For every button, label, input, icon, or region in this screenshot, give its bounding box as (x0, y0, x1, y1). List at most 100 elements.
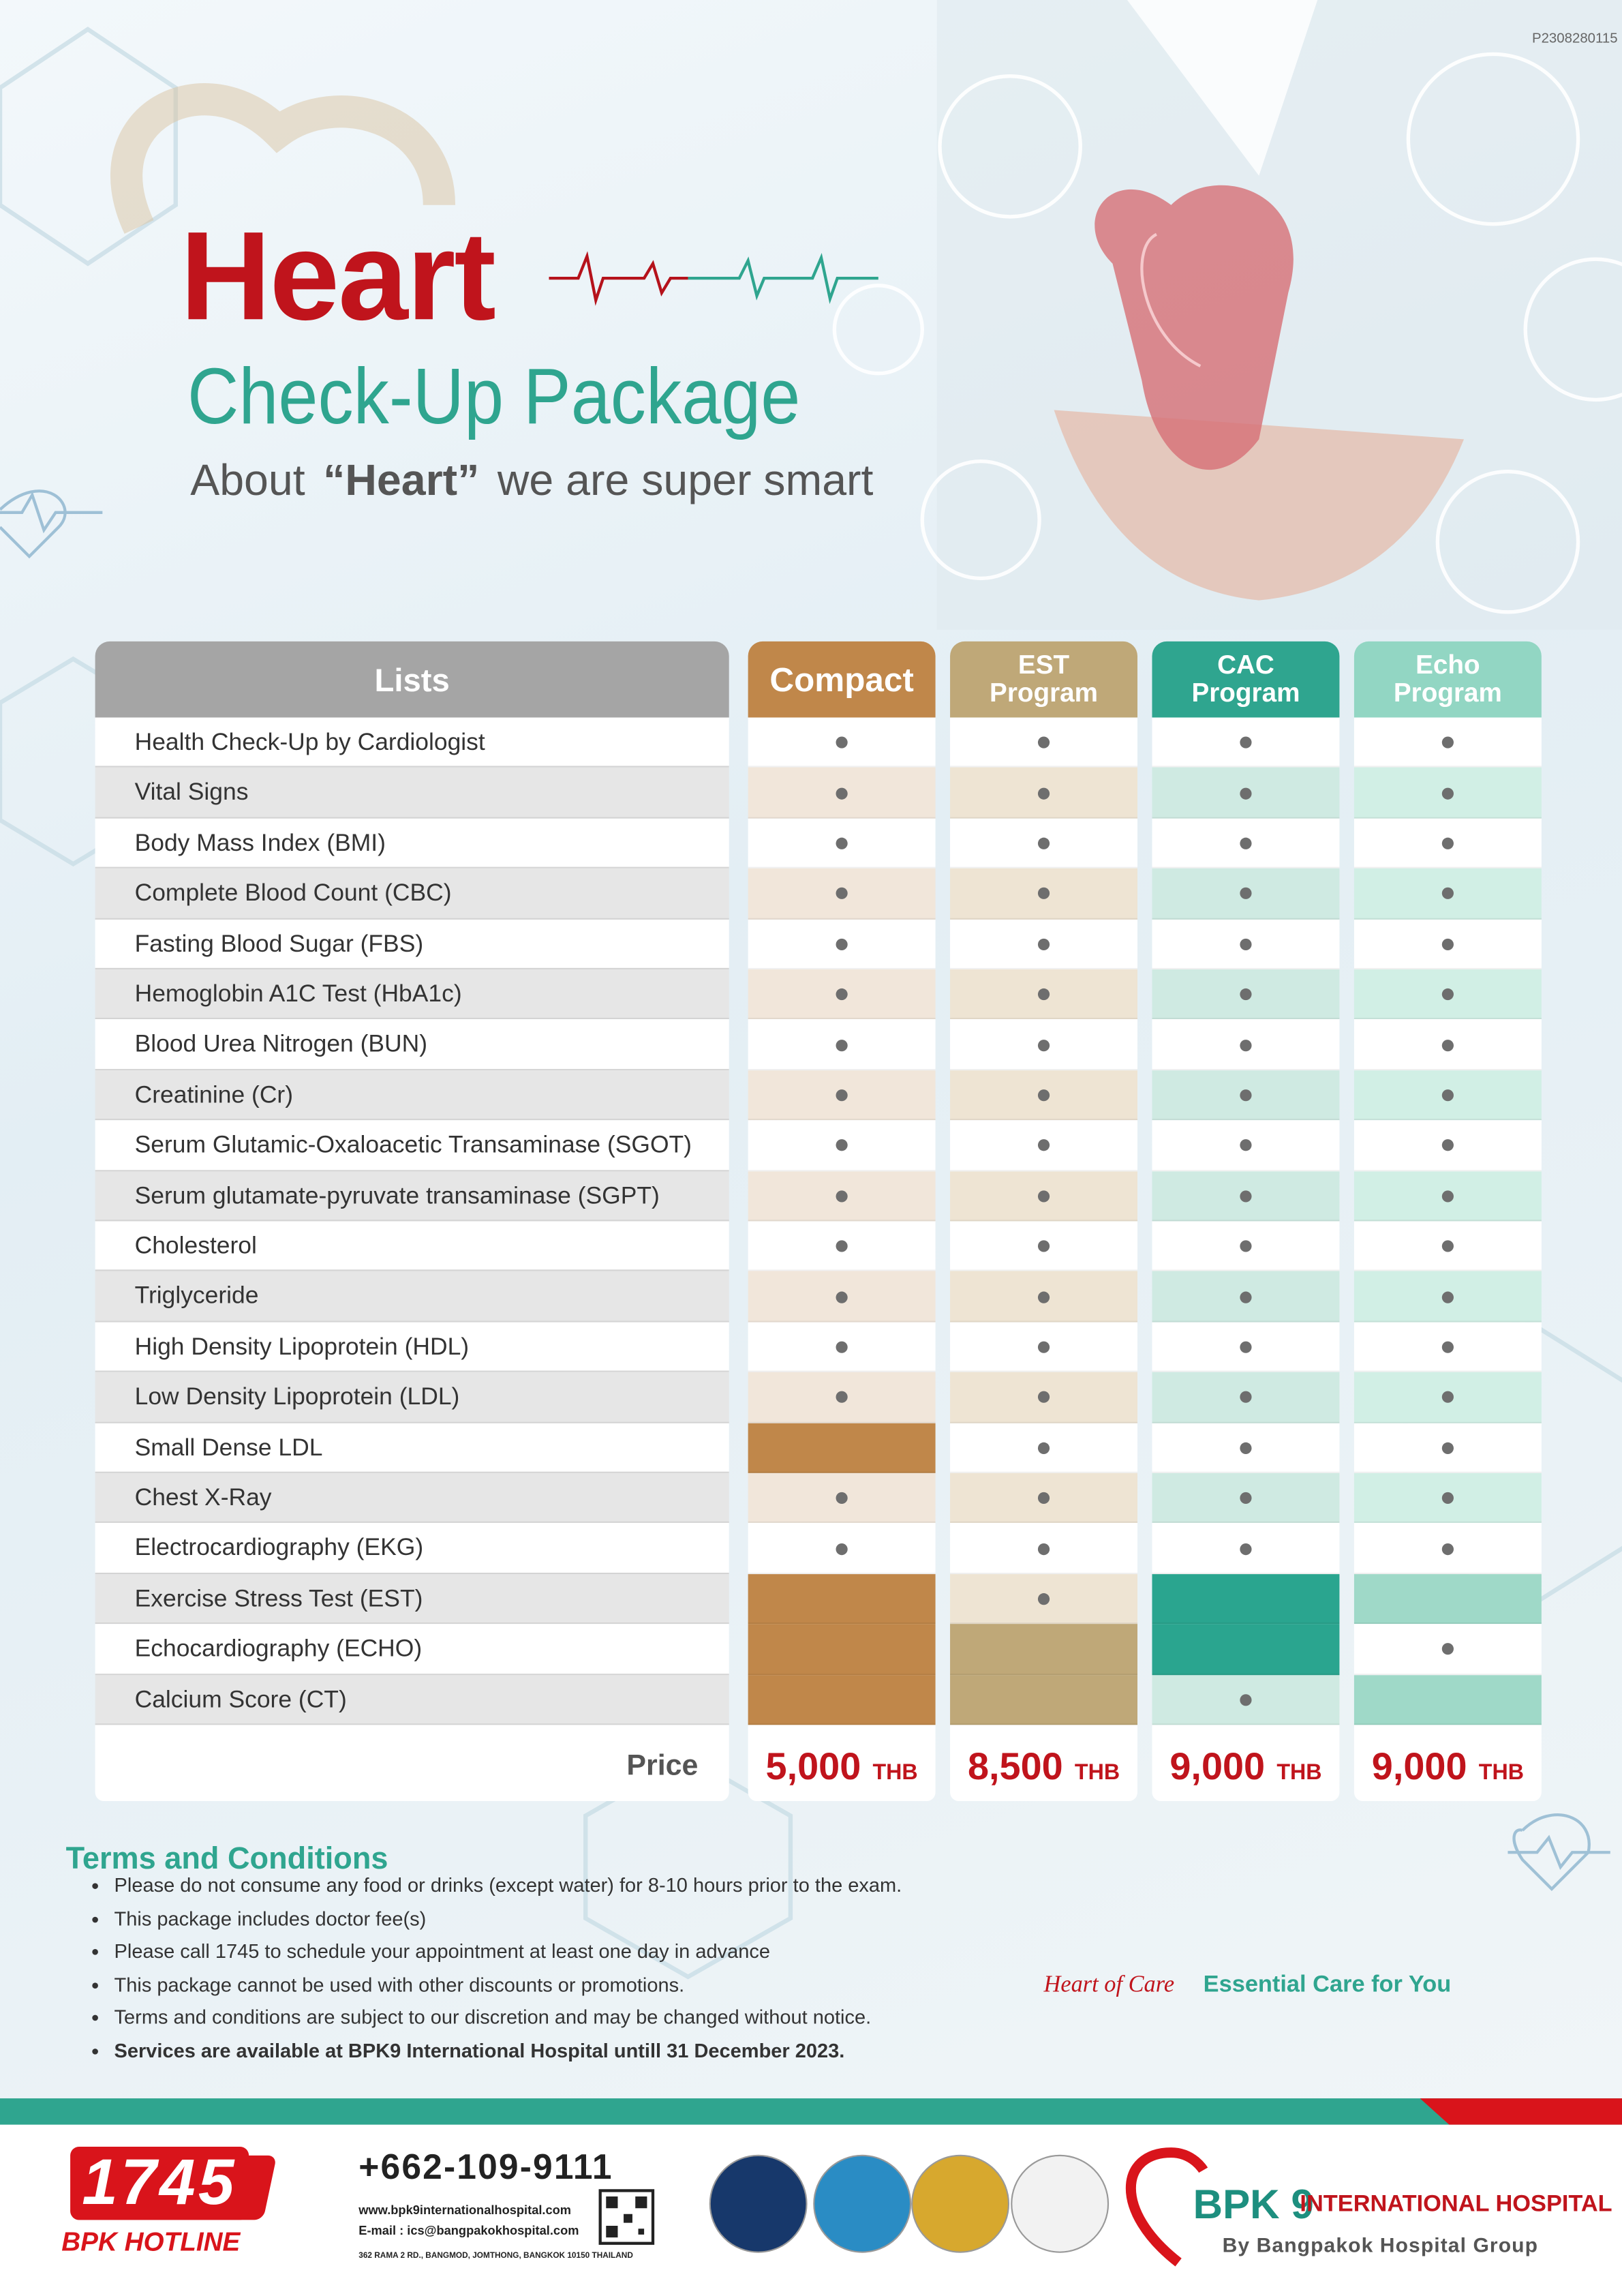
included-dot (1037, 1391, 1050, 1404)
slogan-text: Essential Care for You (1203, 1972, 1452, 1997)
list-cell (95, 717, 729, 768)
package-cell (748, 1422, 936, 1473)
included-dot (1441, 1543, 1454, 1555)
package-cell (950, 1170, 1138, 1222)
hospital-mark: BPK 9 (1193, 2181, 1314, 2228)
list-item: Vital Signs (134, 779, 249, 806)
address: 362 RAMA 2 RD., BANGMOD, JOMTHONG, BANGK… (358, 2252, 633, 2261)
price-amount: 5,000 (765, 1744, 861, 1788)
included-dot (836, 938, 848, 950)
hospital-name: INTERNATIONAL HOSPITAL (1300, 2192, 1612, 2218)
package-cell (1353, 969, 1542, 1020)
included-dot (1441, 1643, 1454, 1656)
included-dot (1441, 1442, 1454, 1454)
list-item: Serum Glutamic-Oxaloacetic Transaminase … (134, 1132, 692, 1159)
list-item: Exercise Stress Test (EST) (134, 1585, 423, 1612)
package-cell (1353, 1624, 1542, 1675)
tagline-part: we are super smart (497, 457, 874, 506)
package-cell (748, 1170, 936, 1222)
package-cell (748, 868, 936, 920)
package-cell (1152, 1221, 1340, 1272)
package-cell (1152, 768, 1340, 819)
terms-item: Please do not consume any food or drinks… (114, 1874, 902, 1898)
column-header-text: EST (1017, 650, 1070, 680)
list-cell (95, 969, 729, 1020)
package-cell (1353, 1674, 1542, 1725)
package-cell (950, 1271, 1138, 1323)
list-item: Electrocardiography (EKG) (134, 1535, 424, 1562)
terms-list: Please do not consume any food or drinks… (76, 1874, 902, 2072)
package-cell (950, 1070, 1138, 1121)
included-dot (1441, 736, 1454, 749)
included-dot (836, 787, 848, 799)
terms-item: Please call 1745 to schedule your appoin… (114, 1940, 902, 1964)
included-dot (836, 1240, 848, 1252)
price-amount: 9,000 (1169, 1744, 1266, 1788)
package-cell (1152, 919, 1340, 969)
terms-item: This package includes doctor fee(s) (114, 1907, 902, 1931)
package-cell (1152, 1120, 1340, 1171)
price-cell: 9,000 THB (1353, 1725, 1542, 1802)
list-cell (95, 1472, 729, 1524)
package-cell (950, 919, 1138, 969)
included-dot (1441, 1290, 1454, 1303)
included-dot (1037, 1492, 1050, 1505)
package-cell (1353, 1170, 1542, 1222)
column-header-text: Program (990, 678, 1099, 708)
list-item: Body Mass Index (BMI) (134, 830, 386, 857)
included-dot (1037, 1442, 1050, 1454)
package-cell (748, 1624, 936, 1675)
package-cell (748, 1070, 936, 1121)
package-cell (748, 1322, 936, 1373)
package-cell (1152, 1523, 1340, 1574)
included-dot (1441, 988, 1454, 1001)
included-dot (1037, 1240, 1050, 1252)
list-cell (95, 1221, 729, 1272)
included-dot (1037, 1039, 1050, 1051)
list-cell (95, 1674, 729, 1725)
included-dot (836, 1543, 848, 1555)
included-dot (1240, 1492, 1252, 1505)
price-currency: THB (872, 1759, 918, 1785)
included-dot (1240, 1240, 1252, 1252)
included-dot (836, 837, 848, 849)
price-cell: 9,000 THB (1152, 1725, 1340, 1802)
included-dot (1240, 1039, 1252, 1051)
package-cell (1353, 1019, 1542, 1070)
hospital-group: By Bangpakok Hospital Group (1222, 2233, 1539, 2257)
included-dot (1441, 1391, 1454, 1404)
included-dot (836, 1492, 848, 1505)
package-cell (1353, 1472, 1542, 1524)
package-cell (1353, 818, 1542, 869)
price-row-bg (95, 1725, 729, 1802)
package-cell (748, 1271, 936, 1323)
package-cell (748, 969, 936, 1020)
included-dot (1240, 1089, 1252, 1102)
email: E-mail : ics@bangpakokhospital.com (358, 2222, 579, 2238)
list-cell (95, 1322, 729, 1373)
price-amount: 9,000 (1371, 1744, 1467, 1788)
list-cell (95, 1523, 729, 1574)
package-cell (748, 1573, 936, 1625)
included-dot (1240, 736, 1252, 749)
package-cell (950, 1523, 1138, 1574)
price-label: Price (626, 1749, 699, 1783)
package-cell (1152, 717, 1340, 768)
package-cell (1353, 768, 1542, 819)
list-cell (95, 1271, 729, 1323)
package-cell (1353, 1573, 1542, 1625)
package-cell (748, 1523, 936, 1574)
package-cell (748, 1019, 936, 1070)
package-cell (1152, 1170, 1340, 1222)
package-cell (1353, 717, 1542, 768)
list-cell (95, 1624, 729, 1675)
package-cell (748, 717, 936, 768)
package-cell (748, 1674, 936, 1725)
package-cell (1152, 1674, 1340, 1725)
package-cell (1152, 818, 1340, 869)
package-cell (950, 1472, 1138, 1524)
package-cell (748, 1120, 936, 1171)
list-item: Hemoglobin A1C Test (HbA1c) (134, 981, 462, 1008)
package-cell (1353, 1271, 1542, 1323)
